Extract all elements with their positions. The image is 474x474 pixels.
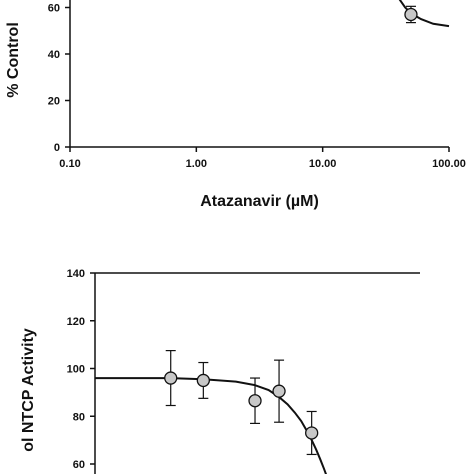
bottom-data-point	[272, 384, 286, 398]
top-y-axis-title: % Control	[5, 22, 22, 98]
bottom-data-point	[164, 371, 178, 385]
top-x-tick-label: 100.00	[432, 158, 466, 170]
top-chart-panel: 0.10 1.00 10.00 100.00 0 20 40 60 Atazanavir (…	[5, 0, 466, 210]
top-x-tick-label: 0.10	[59, 158, 80, 170]
top-y-tick-label: 40	[48, 49, 60, 61]
bottom-y-tick-label: 60	[73, 459, 85, 471]
top-y-tick-label: 20	[48, 96, 60, 108]
bottom-data-point	[196, 373, 210, 388]
top-y-tick-label: 0	[54, 142, 60, 154]
top-y-tick-label: 60	[48, 3, 60, 15]
top-x-axis-title: Atazanavir (µM)	[200, 193, 319, 210]
bottom-y-axis-title: ol NTCP Activity	[20, 328, 37, 452]
top-fit-curve	[398, 0, 450, 28]
bottom-y-tick-label: 80	[73, 411, 85, 423]
bottom-chart-panel: 60 80 100 120 140 ol NTCP Activity	[20, 268, 420, 474]
bottom-y-tick-label: 100	[67, 364, 85, 376]
top-x-tick-label: 10.00	[309, 158, 337, 170]
bottom-data-point	[305, 426, 319, 440]
bottom-data-point	[248, 394, 262, 408]
bottom-y-tick-label: 140	[67, 268, 85, 280]
top-data-point	[404, 7, 418, 22]
bottom-fit-curve	[95, 377, 327, 474]
top-x-tick-label: 1.00	[186, 158, 207, 170]
bottom-y-tick-label: 120	[67, 316, 85, 328]
